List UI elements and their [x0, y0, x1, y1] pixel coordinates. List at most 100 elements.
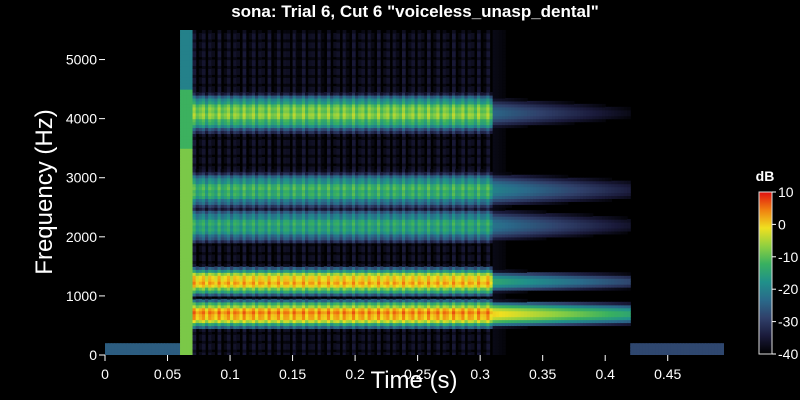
spectrogram-cell	[180, 189, 184, 194]
spectrogram-cell	[236, 168, 241, 173]
spectrogram-cell	[317, 68, 322, 72]
spectrogram-cell	[345, 278, 350, 282]
spectrogram-cell	[345, 112, 350, 117]
spectrogram-cell	[342, 328, 347, 332]
spectrogram-cell	[251, 236, 256, 241]
spectrogram-cell	[280, 236, 284, 241]
spectrogram-cell	[301, 68, 306, 72]
spectrogram-cell	[326, 310, 331, 315]
spectrogram-cell	[261, 219, 266, 223]
spectrogram-cell	[211, 352, 216, 355]
spectrogram-cell	[342, 245, 347, 250]
spectrogram-cell	[348, 304, 353, 309]
spectrogram-cell	[223, 230, 228, 235]
spectrogram-cell	[242, 210, 247, 214]
spectrogram-cell	[251, 97, 256, 102]
spectrogram-cell	[214, 304, 219, 309]
spectrogram-cell	[270, 304, 275, 309]
spectrogram-cell	[311, 316, 316, 321]
spectrogram-cell	[192, 287, 197, 291]
spectrogram-cell	[280, 210, 284, 214]
spectrogram-cell	[330, 207, 334, 211]
spectrogram-cell	[292, 310, 297, 315]
spectrogram-cell	[267, 239, 272, 244]
spectrogram-cell	[270, 121, 275, 126]
spectrogram-cell	[251, 275, 256, 279]
spectrogram-cell	[242, 287, 247, 291]
spectrogram-cell	[317, 97, 322, 102]
spectrogram-cell	[255, 192, 259, 197]
spectrogram-cell	[273, 92, 278, 96]
spectrogram-cell	[273, 157, 278, 161]
spectrogram-cell	[308, 97, 312, 102]
spectrogram-cell	[326, 210, 331, 214]
spectrogram-cell	[336, 59, 341, 64]
spectrogram-cell	[264, 204, 269, 208]
spectrogram-cell	[195, 103, 200, 108]
spectrogram-cell	[248, 192, 253, 197]
spectrogram-cell	[139, 346, 144, 350]
spectrogram-cell	[226, 50, 231, 55]
spectrogram-cell	[251, 263, 256, 267]
spectrogram-cell	[230, 219, 234, 223]
spectrogram-cell	[298, 121, 303, 126]
spectrogram-cell	[223, 115, 228, 120]
spectrogram-cell	[336, 97, 341, 102]
spectrogram-cell	[189, 210, 194, 214]
spectrogram-cell	[295, 171, 300, 176]
spectrogram-cell	[311, 201, 316, 205]
spectrogram-cell	[239, 192, 244, 197]
spectrogram-cell	[201, 95, 206, 99]
spectrogram-cell	[183, 284, 187, 288]
spectrogram-cell	[323, 124, 328, 129]
spectrogram-cell	[201, 97, 206, 102]
spectrogram-cell	[192, 95, 197, 99]
spectrogram-cell	[198, 62, 203, 67]
spectrogram-cell	[180, 292, 184, 297]
spectrogram-cell	[242, 50, 247, 55]
spectrogram-cell	[226, 254, 231, 259]
spectrogram-cell	[345, 304, 350, 309]
spectrogram-cell	[276, 239, 281, 244]
spectrogram-cell	[245, 204, 250, 208]
spectrogram-cell	[308, 100, 312, 105]
spectrogram-cell	[336, 239, 341, 244]
spectrogram-cell	[242, 260, 247, 264]
spectrogram-cell	[180, 106, 184, 111]
spectrogram-cell	[186, 41, 191, 46]
spectrogram-cell	[220, 219, 225, 223]
spectrogram-cell	[258, 340, 262, 344]
spectrogram-cell	[348, 195, 353, 199]
spectrogram-cell	[267, 236, 272, 241]
spectrogram-cell	[258, 133, 262, 137]
spectrogram-cell	[323, 207, 328, 211]
spectrogram-cell	[180, 216, 184, 220]
spectrogram-cell	[317, 195, 322, 199]
spectrogram-cell	[345, 245, 350, 250]
spectrogram-cell	[308, 204, 312, 208]
spectrogram-cell	[189, 38, 194, 43]
spectrogram-cell	[236, 121, 241, 126]
spectrogram-cell	[242, 204, 247, 208]
spectrogram-cell	[301, 171, 306, 176]
spectrogram-cell	[270, 239, 275, 244]
spectrogram-cell	[311, 183, 316, 188]
spectrogram-cell	[336, 343, 341, 347]
spectrogram-cell	[317, 328, 322, 332]
spectrogram-cell	[186, 260, 191, 264]
spectrogram-cell	[201, 121, 206, 126]
spectrogram-cell	[345, 233, 350, 238]
spectrogram-cell	[208, 198, 212, 202]
spectrogram-cell	[186, 254, 191, 259]
spectrogram-cell	[317, 352, 322, 355]
spectrogram-cell	[276, 130, 281, 134]
spectrogram-cell	[205, 284, 209, 288]
spectrogram-cell	[136, 352, 140, 355]
spectrogram-cell	[198, 210, 203, 214]
spectrogram-cell	[264, 95, 269, 99]
spectrogram-cell	[295, 210, 300, 214]
spectrogram-cell	[283, 260, 287, 264]
spectrogram-cell	[286, 74, 291, 78]
spectrogram-cell	[201, 207, 206, 211]
spectrogram-cell	[226, 272, 231, 276]
